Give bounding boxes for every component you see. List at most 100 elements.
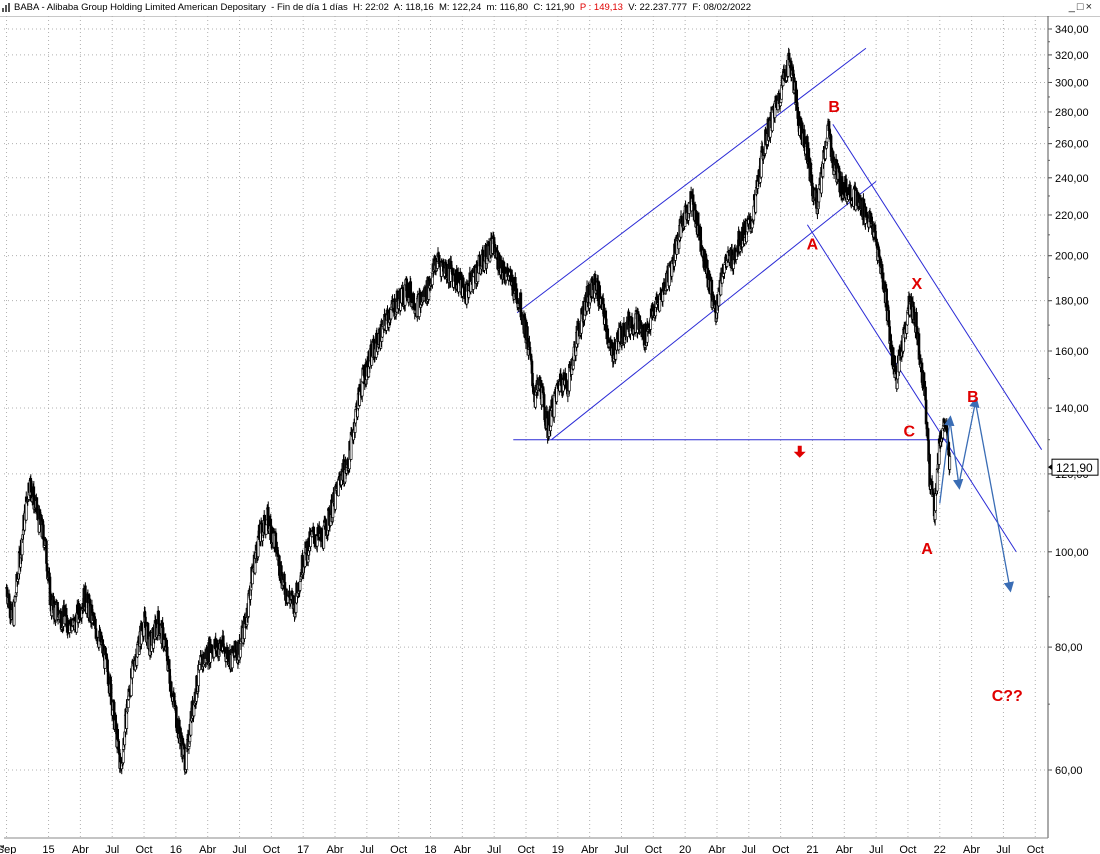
x-axis: Sep 15 Abr Jul Oct 16 Abr Jul Oct 17 Abr Jul Oct 18 Ab…: [0, 837, 1048, 854]
projection-segment: [958, 396, 980, 485]
candle-body: [42, 524, 45, 538]
candle-body: [926, 428, 930, 441]
y-tick-label: 160,00: [1055, 346, 1089, 358]
candle-body: [754, 193, 758, 213]
y-tick-label: 60,00: [1055, 765, 1083, 777]
candle-body: [506, 267, 510, 275]
y-tick-label: 140,00: [1055, 403, 1089, 415]
down-arrow-icon: [793, 445, 806, 458]
wave-label: B: [828, 99, 840, 116]
candle-body: [930, 481, 934, 490]
x-tick-label: Jul: [996, 844, 1010, 854]
x-tick-label: 22: [934, 844, 946, 854]
candle-body: [312, 526, 316, 536]
x-tick-label: Abr: [708, 844, 725, 854]
candle-body: [30, 480, 33, 493]
x-tick-label: 20: [679, 844, 691, 854]
maximize-button[interactable]: □: [1076, 1, 1086, 13]
hour-value: H: 22:02: [353, 2, 389, 13]
current-price-label: 121,90: [1056, 461, 1093, 475]
candle-body: [543, 406, 546, 421]
date-value: F: 08/02/2022: [692, 2, 751, 13]
close-value: C: 121,90: [533, 2, 575, 13]
y-tick-label: 280,00: [1055, 107, 1089, 119]
chart-icon: [2, 3, 10, 12]
candle-body: [135, 656, 139, 666]
wave-label: A: [921, 541, 933, 558]
open-value: A: 118,16: [393, 2, 434, 13]
trend-line: [516, 47, 867, 314]
candle-body: [583, 314, 586, 321]
x-tick-label: Oct: [135, 844, 152, 854]
x-tick-label: Abr: [581, 844, 598, 854]
x-tick-label: Jul: [233, 844, 247, 854]
x-tick-label: Oct: [645, 844, 662, 854]
candlesticks: [5, 47, 952, 775]
candle-body: [825, 137, 829, 143]
trend-lines: [513, 47, 1043, 553]
price-chart[interactable]: B A X C B A C?? 340,00 320,00 300,00 280,00 260,00…: [0, 16, 1100, 854]
x-tick-label: 15: [42, 844, 54, 854]
title-bar: BABA - Alibaba Group Holding Limited Ame…: [0, 0, 1100, 17]
markers: 121,90: [793, 445, 1099, 476]
trend-line: [832, 124, 1043, 450]
x-tick-label: 19: [552, 844, 564, 854]
y-tick-label: 340,00: [1055, 24, 1089, 36]
candle-body: [817, 188, 821, 203]
price-pointer-icon: [1048, 464, 1052, 471]
candle-body: [116, 729, 119, 740]
description: Alibaba Group Holding Limited American D…: [46, 2, 266, 13]
candle-body: [668, 265, 671, 287]
y-tick-label: 260,00: [1055, 139, 1089, 151]
instrument-info: BABA - Alibaba Group Holding Limited Ame…: [14, 2, 751, 13]
candle-body: [827, 120, 831, 130]
x-tick-label: Abr: [454, 844, 471, 854]
candle-body: [855, 188, 858, 191]
y-tick-label: 100,00: [1055, 547, 1089, 559]
x-tick-label: 17: [297, 844, 309, 854]
symbol: BABA: [14, 2, 39, 13]
projection-segment: [974, 401, 1014, 593]
y-tick-label: 220,00: [1055, 210, 1089, 222]
x-tick-label: Oct: [899, 844, 916, 854]
x-tick-label: 18: [424, 844, 436, 854]
y-tick-label: 200,00: [1055, 251, 1089, 263]
scroll-left-icon[interactable]: ◂: [0, 842, 5, 851]
trend-line: [806, 224, 1017, 553]
window-controls: _□×: [1069, 1, 1094, 13]
y-tick-label: 300,00: [1055, 77, 1089, 89]
close-button[interactable]: ×: [1085, 1, 1094, 13]
y-tick-label: 240,00: [1055, 173, 1089, 185]
x-tick-label: Abr: [72, 844, 89, 854]
x-tick-label: Oct: [517, 844, 534, 854]
candle-body: [552, 395, 556, 418]
low-value: m: 116,80: [486, 2, 529, 13]
y-tick-label: 320,00: [1055, 50, 1089, 62]
x-tick-label: Oct: [1027, 844, 1044, 854]
x-tick-label: Jul: [742, 844, 756, 854]
y-tick-label: 80,00: [1055, 642, 1083, 654]
projection-segment: [949, 420, 964, 490]
x-tick-label: 16: [170, 844, 182, 854]
candle-body: [649, 317, 653, 330]
candle-body: [542, 394, 546, 408]
period: Fin de día 1 días: [276, 2, 348, 13]
x-tick-label: Jul: [487, 844, 501, 854]
candle-body: [696, 212, 700, 226]
volume-value: V: 22.237.777: [628, 2, 688, 13]
candle-body: [125, 711, 129, 729]
wave-label: B: [967, 389, 979, 406]
candle-body: [472, 276, 475, 290]
x-tick-label: Abr: [199, 844, 216, 854]
x-tick-label: Jul: [869, 844, 883, 854]
x-tick-label: Oct: [263, 844, 280, 854]
x-tick-label: Jul: [105, 844, 119, 854]
grid: [4, 16, 1048, 838]
x-tick-label: Oct: [390, 844, 407, 854]
candle-body: [264, 524, 268, 535]
x-tick-label: Jul: [360, 844, 374, 854]
x-tick-label: Sep: [0, 844, 16, 854]
minimize-button[interactable]: _: [1068, 1, 1077, 13]
wave-label: A: [807, 236, 819, 253]
